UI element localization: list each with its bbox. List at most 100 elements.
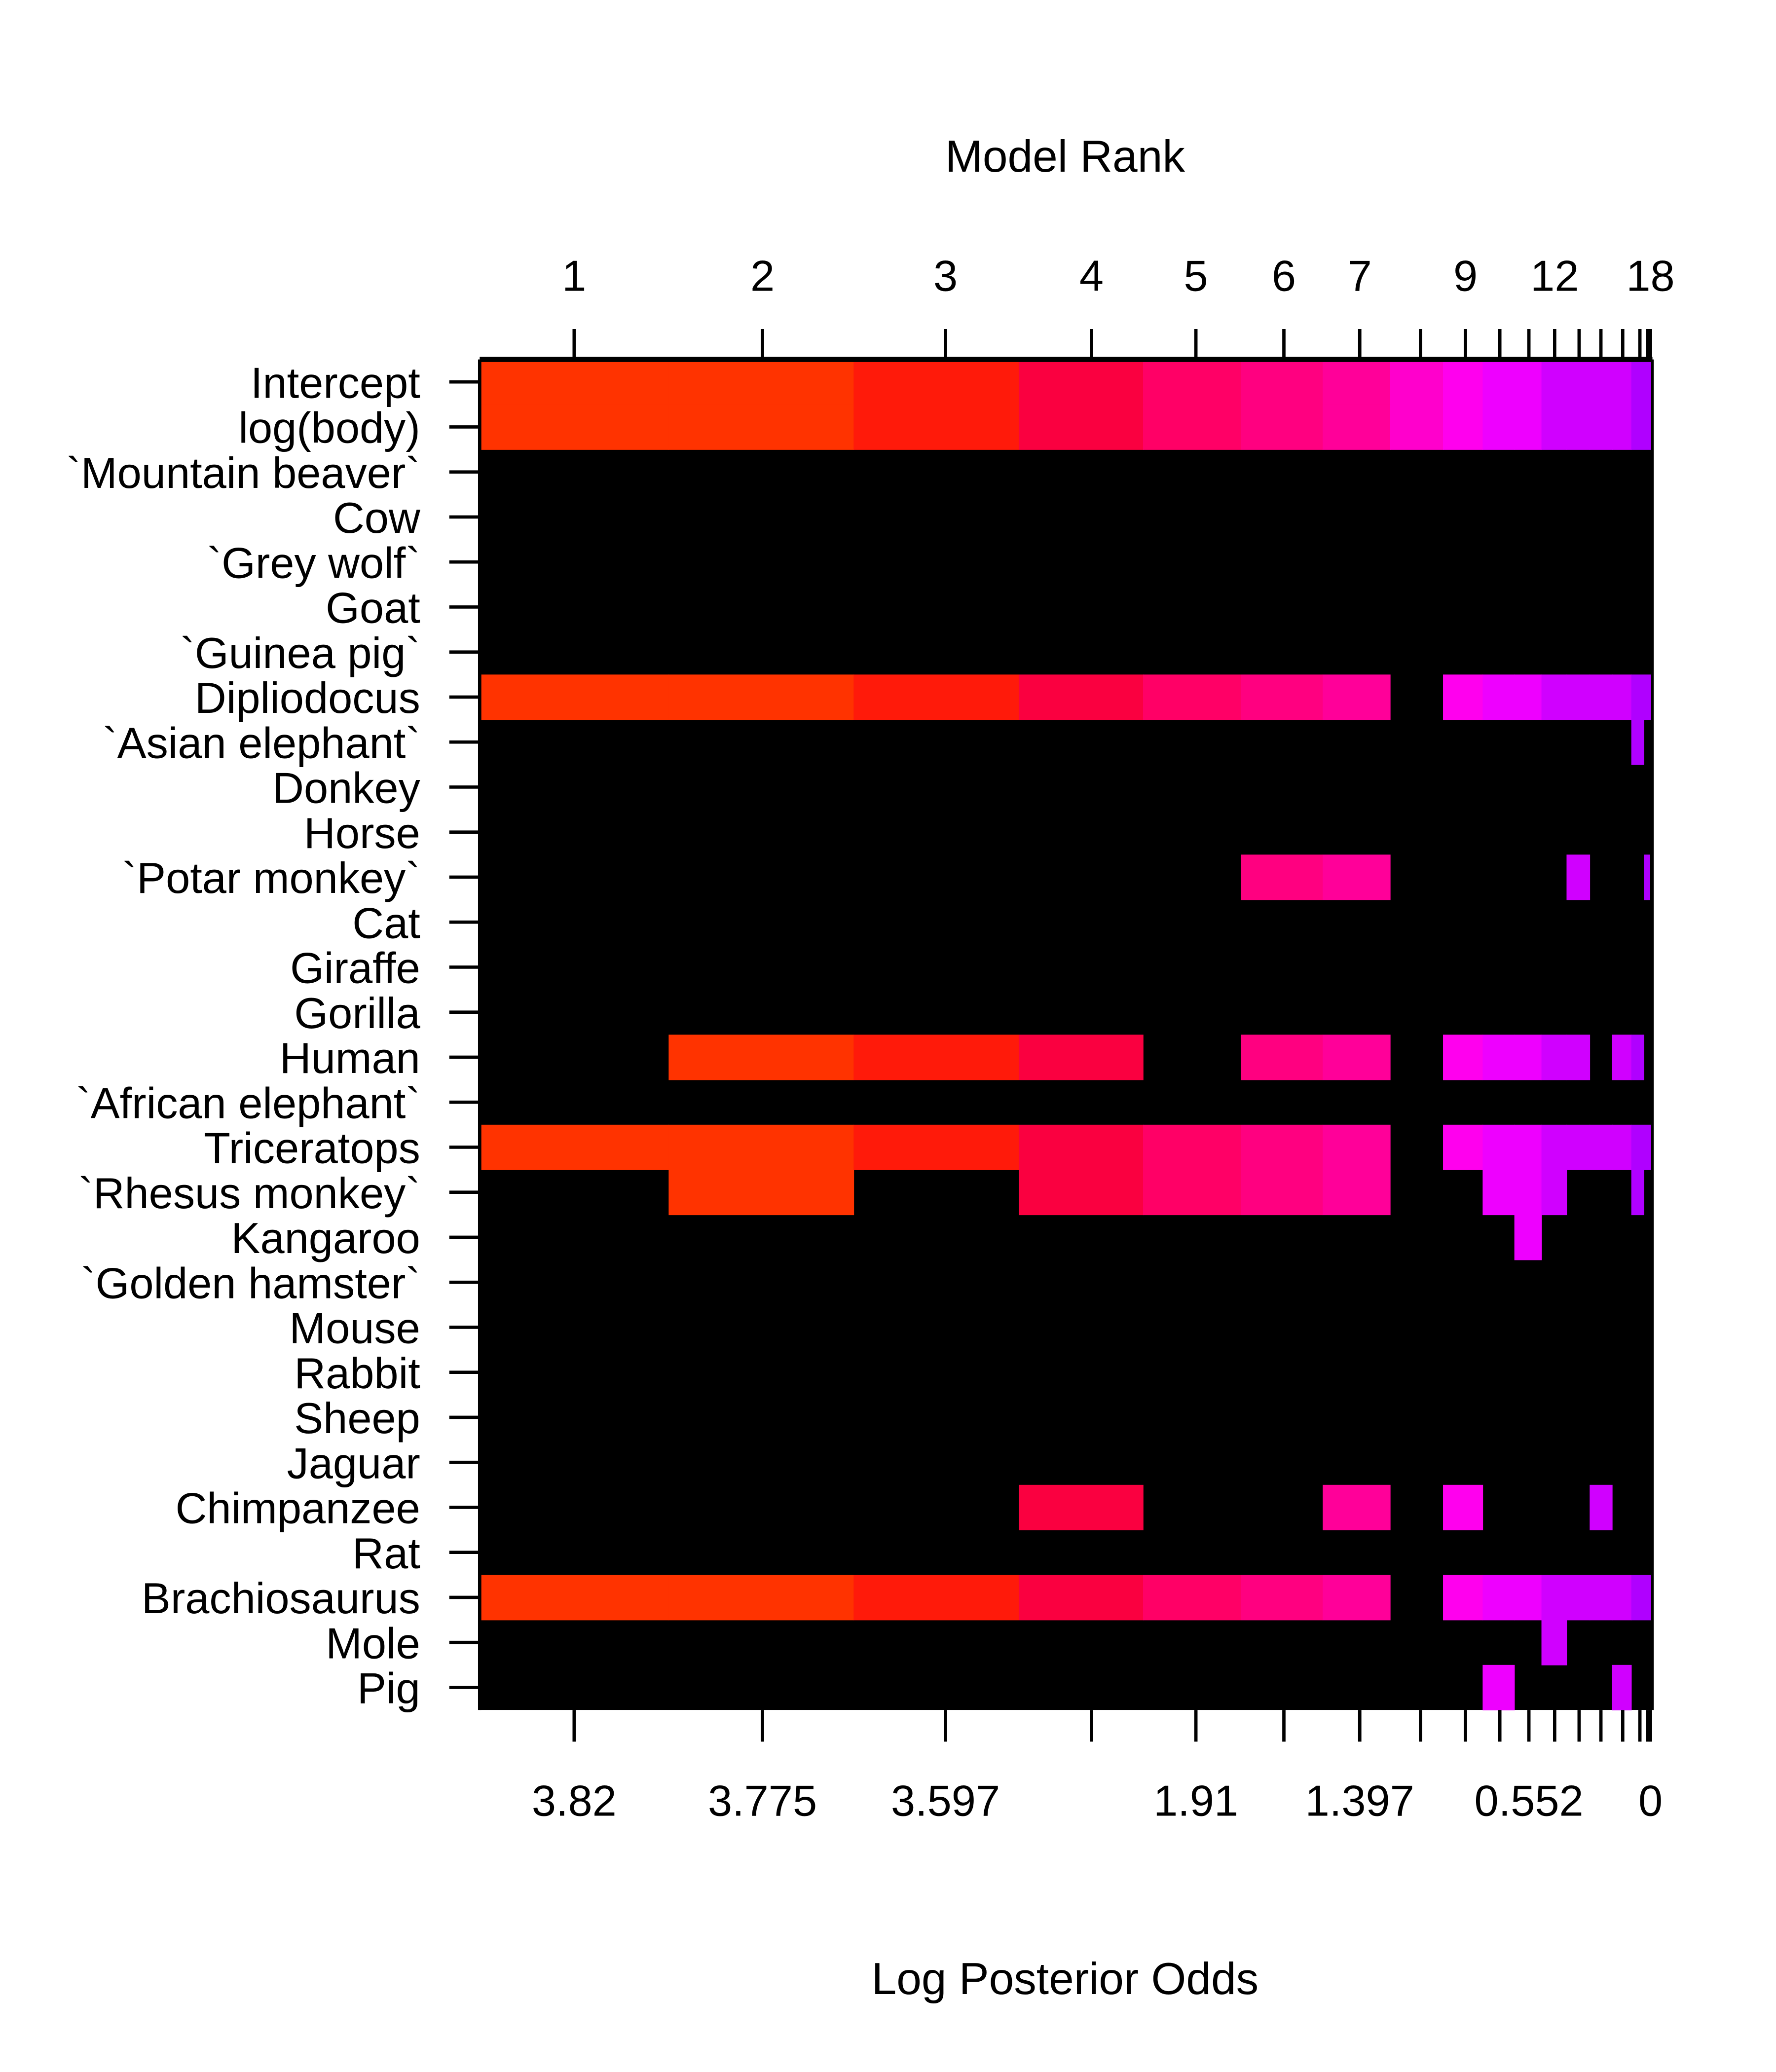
- cell-brachiosaurus-model-10: [1482, 1575, 1515, 1621]
- x-axis-title: Log Posterior Odds: [872, 1954, 1259, 2004]
- cell-human-model-12: [1541, 1035, 1567, 1080]
- cell-log-body-model-8: [1390, 404, 1443, 450]
- y-tick-label: Goat: [326, 584, 420, 632]
- cell-brachiosaurus-model-13: [1566, 1575, 1591, 1621]
- y-tick-label: Sheep: [294, 1394, 420, 1443]
- cell-triceratops-model-4: [1019, 1124, 1144, 1170]
- y-tick-label: Kangaroo: [231, 1214, 420, 1262]
- cell-brachiosaurus-model-11: [1514, 1575, 1542, 1621]
- cell-dipliodocus-model-13: [1566, 674, 1591, 720]
- cell-triceratops-model-7: [1323, 1124, 1391, 1170]
- cell-dipliodocus-model-18: [1650, 674, 1652, 720]
- y-tick-label: Horse: [304, 809, 420, 857]
- y-tick-label: Gorilla: [294, 989, 420, 1037]
- cell-log-body-model-15: [1612, 404, 1632, 450]
- cell-dipliodocus-model-9: [1443, 674, 1483, 720]
- top-tick-label: 3: [933, 251, 958, 300]
- cell-potar-monkey-model-17: [1644, 854, 1651, 900]
- cell-intercept-model-18: [1650, 359, 1652, 405]
- cell-triceratops-model-1: [480, 1124, 669, 1170]
- cell-human-model-10: [1482, 1035, 1515, 1080]
- cell-log-body-model-5: [1143, 404, 1241, 450]
- y-tick-label: `Grey wolf`: [207, 538, 420, 587]
- cell-log-body-model-16: [1631, 404, 1644, 450]
- bottom-tick-label: 1.397: [1305, 1776, 1414, 1825]
- cell-brachiosaurus-model-1: [480, 1575, 669, 1621]
- cell-log-body-model-18: [1650, 404, 1652, 450]
- y-tick-label: Human: [280, 1034, 420, 1082]
- cell-brachiosaurus-model-9: [1443, 1575, 1483, 1621]
- cell-mole-model-12: [1541, 1620, 1567, 1665]
- y-tick-label: `Potar monkey`: [122, 853, 420, 902]
- cell-triceratops-model-2: [668, 1124, 854, 1170]
- cell-potar-monkey-model-13: [1566, 854, 1591, 900]
- cell-log-body-model-12: [1541, 404, 1567, 450]
- cell-log-body-model-1: [480, 404, 669, 450]
- top-axis-title: Model Rank: [945, 132, 1185, 182]
- y-tick-label: Rat: [352, 1529, 420, 1578]
- cell-brachiosaurus-model-18: [1650, 1575, 1652, 1621]
- cell-dipliodocus-model-1: [480, 674, 669, 720]
- top-tick-label: 2: [750, 251, 775, 300]
- top-tick-label: 1: [562, 251, 586, 300]
- cell-potar-monkey-model-6: [1241, 854, 1324, 900]
- cell-triceratops-model-3: [853, 1124, 1019, 1170]
- cell-triceratops-model-12: [1541, 1124, 1567, 1170]
- cell-log-body-model-6: [1241, 404, 1324, 450]
- cell-log-body-model-4: [1019, 404, 1144, 450]
- cell-intercept-model-9: [1443, 359, 1483, 405]
- bottom-tick-label: 3.775: [708, 1776, 817, 1825]
- y-tick-label: Rabbit: [294, 1349, 420, 1398]
- cell-intercept-model-17: [1644, 359, 1651, 405]
- bottom-tick-label: 3.82: [532, 1776, 617, 1825]
- y-tick-label: Chimpanzee: [176, 1484, 420, 1533]
- cell-human-model-16: [1631, 1035, 1644, 1080]
- cell-triceratops-model-15: [1612, 1124, 1632, 1170]
- bottom-tick-label: 0.552: [1475, 1776, 1584, 1825]
- y-tick-label: `Rhesus monkey`: [78, 1169, 420, 1218]
- top-tick-label: 5: [1184, 251, 1208, 300]
- cell-log-body-model-2: [668, 404, 854, 450]
- cell-dipliodocus-model-14: [1590, 674, 1613, 720]
- cell-dipliodocus-model-11: [1514, 674, 1542, 720]
- y-tick-label: Jaguar: [287, 1439, 420, 1487]
- top-tick-label: 9: [1453, 251, 1478, 300]
- cell-brachiosaurus-model-4: [1019, 1575, 1144, 1621]
- cell-intercept-model-5: [1143, 359, 1241, 405]
- cell-brachiosaurus-model-2: [668, 1575, 854, 1621]
- cell-dipliodocus-model-16: [1631, 674, 1644, 720]
- cell-dipliodocus-model-17: [1644, 674, 1651, 720]
- cell-pig-model-10: [1482, 1665, 1515, 1710]
- cell-human-model-3: [853, 1035, 1019, 1080]
- y-tick-label: Triceratops: [204, 1124, 420, 1173]
- y-tick-label: Donkey: [272, 764, 420, 813]
- cell-brachiosaurus-model-12: [1541, 1575, 1567, 1621]
- cell-triceratops-model-18: [1650, 1124, 1652, 1170]
- top-tick-label: 18: [1626, 251, 1674, 300]
- cell-triceratops-model-13: [1566, 1124, 1591, 1170]
- cell-pig-model-15: [1612, 1665, 1632, 1710]
- cell-intercept-model-12: [1541, 359, 1567, 405]
- bottom-tick-label: 3.597: [891, 1776, 1000, 1825]
- cell-intercept-model-4: [1019, 359, 1144, 405]
- top-tick-label: 7: [1348, 251, 1372, 300]
- top-tick-label: 12: [1530, 251, 1579, 300]
- cell-intercept-model-6: [1241, 359, 1324, 405]
- bottom-tick-label: 1.91: [1153, 1776, 1238, 1825]
- cell-brachiosaurus-model-7: [1323, 1575, 1391, 1621]
- cell-human-model-6: [1241, 1035, 1324, 1080]
- cell-dipliodocus-model-6: [1241, 674, 1324, 720]
- cell-log-body-model-14: [1590, 404, 1613, 450]
- cell-human-model-13: [1566, 1035, 1591, 1080]
- cells-layer: [480, 359, 1653, 1710]
- cell-triceratops-model-10: [1482, 1124, 1515, 1170]
- y-tick-label: `African elephant`: [76, 1078, 420, 1127]
- cell-intercept-model-13: [1566, 359, 1591, 405]
- top-tick-label: 4: [1079, 251, 1104, 300]
- cell-dipliodocus-model-3: [853, 674, 1019, 720]
- cell-triceratops-model-5: [1143, 1124, 1241, 1170]
- cell-chimpanzee-model-9: [1443, 1484, 1483, 1530]
- cell-log-body-model-10: [1482, 404, 1515, 450]
- y-tick-label: `Asian elephant`: [103, 718, 420, 767]
